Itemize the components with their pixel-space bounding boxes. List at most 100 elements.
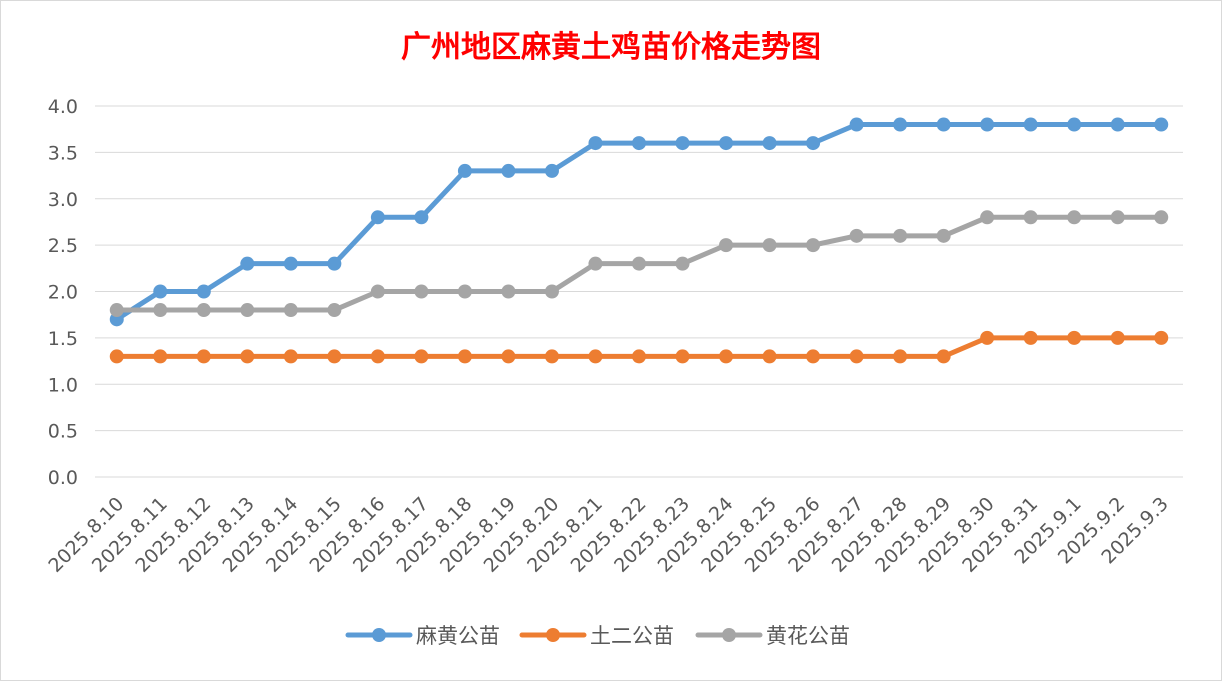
data-point bbox=[457, 349, 472, 364]
data-point bbox=[849, 349, 864, 364]
data-point bbox=[936, 228, 951, 243]
data-point bbox=[1154, 330, 1169, 345]
data-point bbox=[1023, 210, 1038, 225]
data-point bbox=[370, 284, 385, 299]
data-point bbox=[153, 303, 168, 318]
data-point bbox=[457, 163, 472, 178]
data-point bbox=[196, 284, 211, 299]
data-point bbox=[632, 136, 646, 151]
data-point bbox=[414, 210, 429, 225]
data-point bbox=[1110, 210, 1125, 225]
data-point bbox=[1154, 117, 1169, 132]
data-point bbox=[327, 349, 342, 364]
data-point bbox=[719, 238, 734, 253]
data-point bbox=[762, 136, 777, 151]
y-tick-label: 1.5 bbox=[48, 328, 78, 350]
data-point bbox=[457, 284, 472, 299]
series-麻黄公苗 bbox=[109, 117, 1169, 327]
data-point bbox=[675, 349, 690, 364]
data-point bbox=[1023, 330, 1038, 345]
data-point bbox=[588, 349, 603, 364]
legend-marker bbox=[546, 628, 560, 642]
data-point bbox=[893, 117, 908, 132]
data-point bbox=[632, 349, 646, 364]
series-line bbox=[114, 122, 1164, 322]
x-axis-ticks: 2025.8.102025.8.112025.8.122025.8.132025… bbox=[44, 493, 1172, 577]
legend-item: 麻黄公苗 bbox=[345, 624, 500, 648]
data-point bbox=[414, 349, 429, 364]
data-point bbox=[980, 117, 995, 132]
data-point bbox=[501, 284, 516, 299]
data-point bbox=[327, 303, 342, 318]
data-point bbox=[283, 256, 298, 271]
data-point bbox=[719, 136, 734, 151]
legend-marker bbox=[372, 628, 386, 642]
y-tick-label: 3.5 bbox=[48, 142, 78, 164]
y-axis-ticks: 0.0 0.5 1.0 1.5 2.0 2.5 3.0 3.5 4.0 bbox=[48, 96, 78, 489]
gridlines bbox=[95, 105, 1183, 478]
data-point bbox=[501, 349, 516, 364]
data-point bbox=[544, 163, 559, 178]
data-point bbox=[675, 136, 690, 151]
y-tick-label: 3.0 bbox=[48, 189, 78, 211]
data-point bbox=[544, 349, 559, 364]
data-point bbox=[806, 238, 821, 253]
data-point bbox=[283, 303, 298, 318]
data-point bbox=[893, 349, 908, 364]
legend-label: 黄花公苗 bbox=[766, 624, 850, 648]
data-point bbox=[936, 349, 951, 364]
data-point bbox=[153, 349, 168, 364]
data-point bbox=[980, 330, 995, 345]
y-tick-label: 0.0 bbox=[48, 467, 78, 489]
data-point bbox=[1067, 210, 1082, 225]
data-point bbox=[240, 303, 255, 318]
legend-marker bbox=[722, 628, 736, 642]
data-point bbox=[588, 256, 603, 271]
data-point bbox=[936, 117, 951, 132]
data-point bbox=[588, 136, 603, 151]
y-tick-label: 1.0 bbox=[48, 374, 78, 396]
data-point bbox=[1023, 117, 1038, 132]
legend-label: 土二公苗 bbox=[590, 624, 674, 648]
data-point bbox=[806, 349, 821, 364]
data-point bbox=[414, 284, 429, 299]
data-point bbox=[806, 136, 821, 151]
data-point bbox=[196, 349, 211, 364]
data-point bbox=[501, 163, 516, 178]
legend-label: 麻黄公苗 bbox=[416, 624, 500, 648]
y-tick-label: 2.5 bbox=[48, 235, 78, 257]
data-point bbox=[762, 349, 777, 364]
data-point bbox=[370, 210, 385, 225]
data-point bbox=[109, 349, 124, 364]
data-point bbox=[1110, 117, 1125, 132]
data-point bbox=[675, 256, 690, 271]
data-point bbox=[109, 303, 124, 318]
data-point bbox=[719, 349, 734, 364]
data-point bbox=[1067, 330, 1082, 345]
data-point bbox=[849, 117, 864, 132]
data-point bbox=[544, 284, 559, 299]
legend-item: 黄花公苗 bbox=[695, 624, 850, 648]
data-point bbox=[893, 228, 908, 243]
data-point bbox=[632, 256, 646, 271]
data-point bbox=[283, 349, 298, 364]
data-point bbox=[762, 238, 777, 253]
y-tick-label: 0.5 bbox=[48, 421, 78, 443]
data-point bbox=[240, 349, 255, 364]
y-tick-label: 4.0 bbox=[48, 96, 78, 118]
series-黄花公苗 bbox=[109, 210, 1169, 318]
chart-title: 广州地区麻黄土鸡苗价格走势图 bbox=[401, 30, 821, 65]
data-point bbox=[1067, 117, 1082, 132]
data-point bbox=[1110, 330, 1125, 345]
data-point bbox=[849, 228, 864, 243]
data-point bbox=[980, 210, 995, 225]
data-point bbox=[153, 284, 168, 299]
y-tick-label: 2.0 bbox=[48, 282, 78, 304]
data-point bbox=[1154, 210, 1169, 225]
data-point bbox=[196, 303, 211, 318]
legend-item: 土二公苗 bbox=[519, 624, 674, 648]
data-point bbox=[370, 349, 385, 364]
data-point bbox=[327, 256, 342, 271]
